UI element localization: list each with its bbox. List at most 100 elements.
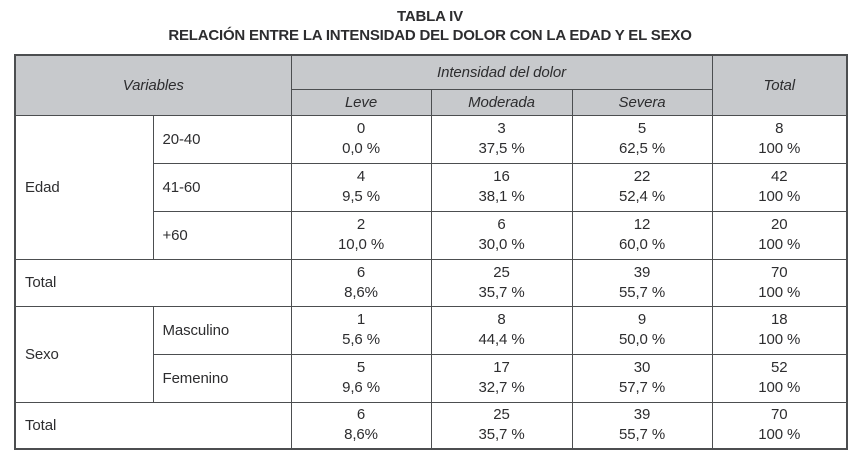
cell-masculino-leve: 1 5,6 % [290,305,432,355]
cell-edad-60-severa: 12 60,0 % [571,210,713,260]
cell-femenino-moderada: 17 32,7 % [430,353,573,403]
cell-edad-60-total: 20 100 % [711,210,848,260]
cell-count: 52 [771,359,788,376]
cell-masculino-total: 18 100 % [711,305,848,355]
cell-edad-20-40-leve: 0 0,0 % [290,114,432,164]
cell-count: 25 [493,263,510,281]
cell-edad-20-40-moderada: 3 37,5 % [430,114,573,164]
cell-total-sexo-severa: 39 55,7 % [571,401,713,450]
cell-femenino-total: 52 100 % [711,353,848,403]
cell-percent: 100 % [758,379,801,396]
cell-percent: 35,7 % [478,283,525,301]
cell-percent: 38,1 % [478,188,525,205]
cell-count: 6 [497,216,506,233]
row-label-femenino: Femenino [152,353,292,403]
cell-edad-60-leve: 2 10,0 % [290,210,432,260]
cell-percent: 55,7 % [618,426,666,444]
row-label-total-edad: Total [14,258,292,307]
cell-percent: 100 % [758,140,801,157]
cell-percent: 32,7 % [478,379,525,396]
cell-percent: 55,7 % [618,283,666,301]
cell-count: 30 [633,359,651,376]
cell-total-sexo-leve: 6 8,6% [290,401,432,450]
cell-total-sexo-total: 70 100 % [711,401,848,450]
cell-count: 3 [497,120,506,137]
table-row-sexo-masculino: Sexo Masculino 1 5,6 % 8 44,4 % 9 50,0 %… [14,305,848,403]
cell-percent: 100 % [758,283,801,301]
cell-percent: 8,6% [344,426,378,444]
cell-edad-41-60-moderada: 16 38,1 % [430,162,573,212]
header-leve: Leve [290,88,432,116]
cell-count: 18 [771,311,788,328]
table-row-edad-41-60: 41-60 4 9,5 % 16 38,1 % 22 52,4 % 42 100… [15,162,848,212]
cell-count: 2 [356,216,366,233]
row-label-masculino: Masculino [152,305,292,355]
cell-count: 20 [771,216,788,233]
row-label-41-60: 41-60 [152,162,292,212]
header-intensidad-del-dolor: Intensidad del dolor [290,54,713,90]
cell-count: 6 [356,406,366,424]
cell-count: 8 [775,120,784,137]
cell-count: 5 [637,120,647,137]
table-header: Variables Intensidad del dolor Total Lev… [14,54,848,116]
cell-percent: 5,6 % [342,331,380,348]
cell-count: 16 [493,168,510,185]
header-total: Total [711,54,848,116]
intensity-pain-table: Variables Intensidad del dolor Total Lev… [14,54,849,450]
cell-percent: 100 % [758,331,801,348]
cell-count: 17 [493,359,510,376]
row-label-20-40: 20-40 [152,114,292,164]
header-moderada: Moderada [430,88,573,116]
cell-percent: 52,4 % [618,188,666,205]
table-title: TABLA IV [397,8,463,25]
cell-count: 70 [771,263,788,281]
table-row-edad-20-40: Edad 20-40 0 0,0 % 3 37,5 % 5 62,5 % 8 1… [14,114,848,260]
cell-total-edad-severa: 39 55,7 % [571,258,713,307]
table-body: Edad 20-40 0 0,0 % 3 37,5 % 5 62,5 % 8 1… [14,114,848,450]
cell-edad-20-40-total: 8 100 % [711,114,848,164]
cell-masculino-severa: 9 50,0 % [571,305,713,355]
cell-femenino-leve: 5 9,6 % [290,353,432,403]
cell-count: 70 [771,406,788,424]
cell-percent: 9,5 % [342,188,380,205]
cell-count: 1 [356,311,366,328]
cell-count: 12 [633,216,651,233]
cell-count: 6 [356,263,366,281]
cell-count: 39 [633,263,651,281]
cell-percent: 10,0 % [337,236,385,253]
row-label-total-sexo: Total [14,401,292,450]
table-row-total-edad: Total 6 8,6% 25 35,7 % 39 55,7 % 70 100 … [14,258,848,307]
cell-percent: 100 % [758,188,801,205]
header-row-2: Leve Moderada Severa [15,88,847,116]
cell-count: 0 [356,120,366,137]
table-row-total-sexo: Total 6 8,6% 25 35,7 % 39 55,7 % 70 100 … [14,401,848,450]
cell-percent: 35,7 % [478,426,525,444]
cell-edad-41-60-total: 42 100 % [711,162,848,212]
cell-percent: 44,4 % [478,331,525,348]
cell-percent: 57,7 % [618,379,666,396]
table-subtitle: RELACIÓN ENTRE LA INTENSIDAD DEL DOLOR C… [168,27,692,44]
cell-percent: 100 % [758,236,801,253]
cell-count: 9 [637,311,647,328]
header-row-1: Variables Intensidad del dolor Total [14,54,848,116]
cell-count: 8 [497,311,506,328]
cell-percent: 30,0 % [478,236,525,253]
cell-edad-20-40-severa: 5 62,5 % [571,114,713,164]
header-variables: Variables [14,54,292,116]
cell-edad-41-60-severa: 22 52,4 % [571,162,713,212]
cell-count: 5 [356,359,366,376]
cell-femenino-severa: 30 57,7 % [571,353,713,403]
cell-count: 22 [633,168,651,185]
cell-masculino-moderada: 8 44,4 % [430,305,573,355]
cell-percent: 62,5 % [618,140,666,157]
cell-total-sexo-moderada: 25 35,7 % [430,401,573,450]
cell-edad-41-60-leve: 4 9,5 % [290,162,432,212]
header-severa: Severa [571,88,713,116]
cell-count: 39 [633,406,651,424]
row-group-edad: Edad [14,114,154,260]
cell-count: 25 [493,406,510,424]
cell-total-edad-moderada: 25 35,7 % [430,258,573,307]
row-group-sexo: Sexo [14,305,154,403]
row-label-plus-60: +60 [152,210,292,260]
